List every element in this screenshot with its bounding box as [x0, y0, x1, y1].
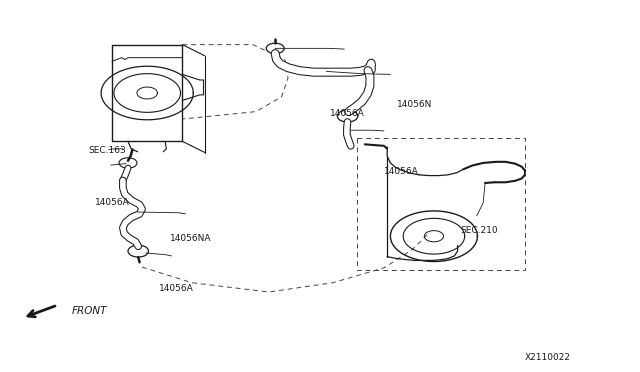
Text: 14056A: 14056A — [330, 109, 364, 118]
Text: FRONT: FRONT — [72, 306, 107, 315]
Text: 14056A: 14056A — [95, 198, 129, 207]
Text: 14056NA: 14056NA — [170, 234, 211, 243]
Text: SEC.163: SEC.163 — [88, 146, 126, 155]
Text: 14056N: 14056N — [397, 100, 432, 109]
Text: X2110022: X2110022 — [525, 353, 571, 362]
Text: SEC.210: SEC.210 — [461, 226, 499, 235]
Text: 14056A: 14056A — [384, 167, 419, 176]
Text: 14056A: 14056A — [159, 284, 193, 293]
